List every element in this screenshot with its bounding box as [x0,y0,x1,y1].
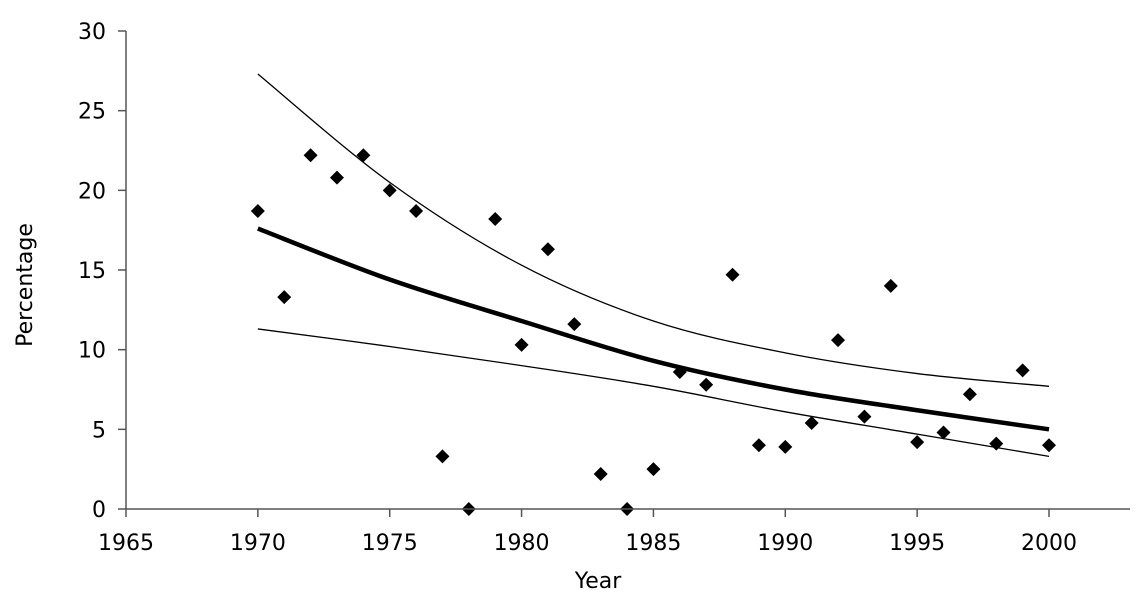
data-point [672,364,687,379]
y-tick-label: 0 [92,498,106,523]
x-ticks: 1965 1970 1975 1980 1985 1990 1995 2000 [98,509,1077,556]
data-point [962,387,977,402]
data-point [329,170,344,185]
data-point [751,438,766,453]
data-point [910,435,925,450]
data-point [1015,363,1030,378]
x-tick-label: 1970 [230,531,286,556]
x-tick-label: 1990 [757,531,813,556]
x-tick-label: 2000 [1021,531,1077,556]
y-axis-title: Percentage [13,223,38,347]
y-tick-label: 20 [78,179,106,204]
data-point [277,290,292,305]
curves-layer [257,73,1050,458]
x-tick-label: 1985 [625,531,681,556]
data-point [1042,438,1056,453]
y-tick-label: 15 [78,259,106,284]
data-point [540,242,555,257]
data-point [778,439,793,454]
data-point [883,278,898,293]
x-tick-label: 1980 [494,531,550,556]
x-tick-label: 1995 [889,531,945,556]
data-point [356,148,371,163]
axes-layer [125,31,1130,510]
y-ticks: 0 5 10 15 20 25 30 [78,20,126,523]
data-point [567,317,582,332]
data-point [514,337,529,352]
data-point [303,148,318,163]
data-point [831,333,846,348]
data-point [646,462,661,477]
data-point [409,204,424,219]
data-point [699,377,714,392]
trend-curve [257,226,1050,432]
data-point [593,466,608,481]
data-point [382,183,397,198]
data-point [435,449,450,464]
data-point [250,204,265,219]
y-tick-label: 25 [78,100,106,125]
x-tick-label: 1965 [98,531,154,556]
lower-bound-curve [257,328,1050,458]
y-tick-label: 5 [92,418,106,443]
x-axis-title: Year [574,569,623,594]
data-point [989,436,1004,451]
x-tick-label: 1975 [362,531,418,556]
y-tick-label: 10 [78,339,106,364]
points-layer [250,148,1056,516]
data-point [488,212,503,227]
data-point [804,415,819,430]
y-tick-label: 30 [78,20,106,45]
upper-bound-curve [257,73,1050,387]
data-point [725,267,740,282]
data-point [936,425,951,440]
data-point [857,409,872,424]
